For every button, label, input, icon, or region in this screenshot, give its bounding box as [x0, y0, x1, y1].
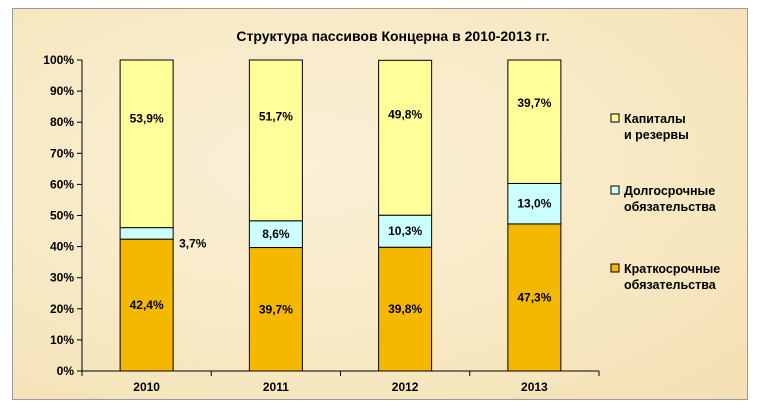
chart-svg: Структура пассивов Концерна в 2010-2013 …: [43, 28, 720, 394]
y-tick-label: 60%: [50, 177, 74, 191]
x-category-label: 2013: [521, 380, 548, 394]
bar-segment: [248, 59, 303, 222]
y-tick-label: 100%: [43, 53, 74, 67]
y-tick-label: 70%: [50, 146, 74, 160]
y-tick-label: 90%: [50, 84, 74, 98]
legend-swatch: [610, 113, 620, 123]
legend: Капиталы и резервы Долгосрочные обязательст…: [610, 112, 720, 292]
chart-title: Структура пассивов Концерна в 2010-2013 …: [236, 28, 549, 44]
x-category-label: 2010: [133, 380, 160, 394]
bar-segment: [378, 214, 433, 248]
legend-label: и резервы: [624, 128, 689, 142]
y-tick-label: 40%: [50, 240, 74, 254]
data-label: 39,7%: [517, 96, 551, 110]
data-label: 49,8%: [388, 108, 422, 122]
plot-area: 0% 10% 20% 30% 40% 50% 60% 70% 80% 90% 100% 42,4% 3,…: [43, 53, 600, 394]
x-category-label: 2012: [392, 380, 419, 394]
bar-segment: [507, 182, 562, 225]
legend-label: Капиталы: [624, 112, 686, 126]
data-label: 10,3%: [388, 224, 422, 238]
data-label: 39,8%: [388, 302, 422, 316]
data-label: 47,3%: [517, 290, 551, 304]
data-label: 51,7%: [259, 109, 293, 123]
legend-label: обязательства: [624, 200, 717, 214]
data-label: 13,0%: [517, 197, 551, 211]
bar-segment: [119, 227, 174, 240]
data-label: 3,7%: [179, 236, 207, 250]
data-label: 39,7%: [259, 302, 293, 316]
y-tick-label: 50%: [50, 209, 74, 223]
data-label: 53,9%: [130, 112, 164, 126]
bar-segment: [507, 59, 562, 184]
y-tick-label: 20%: [50, 302, 74, 316]
bar-segment: [378, 59, 433, 216]
x-category-label: 2011: [263, 380, 289, 394]
bar-segment: [507, 223, 562, 372]
y-tick-label: 30%: [50, 271, 74, 285]
y-tick-label: 0%: [57, 364, 75, 378]
chart-area: Структура пассивов Концерна в 2010-2013 …: [12, 8, 748, 400]
bar-segment: [119, 59, 174, 229]
legend-swatch: [610, 185, 620, 195]
legend-label: Долгосрочные: [624, 184, 715, 198]
y-tick-label: 10%: [50, 333, 74, 347]
y-tick-label: 80%: [50, 115, 74, 129]
bar-segment: [378, 246, 433, 372]
data-label: 8,6%: [262, 227, 290, 241]
legend-swatch: [610, 263, 620, 273]
legend-label: Краткосрочные: [624, 262, 720, 276]
legend-label: обязательства: [624, 278, 717, 292]
data-label: 42,4%: [130, 298, 164, 312]
